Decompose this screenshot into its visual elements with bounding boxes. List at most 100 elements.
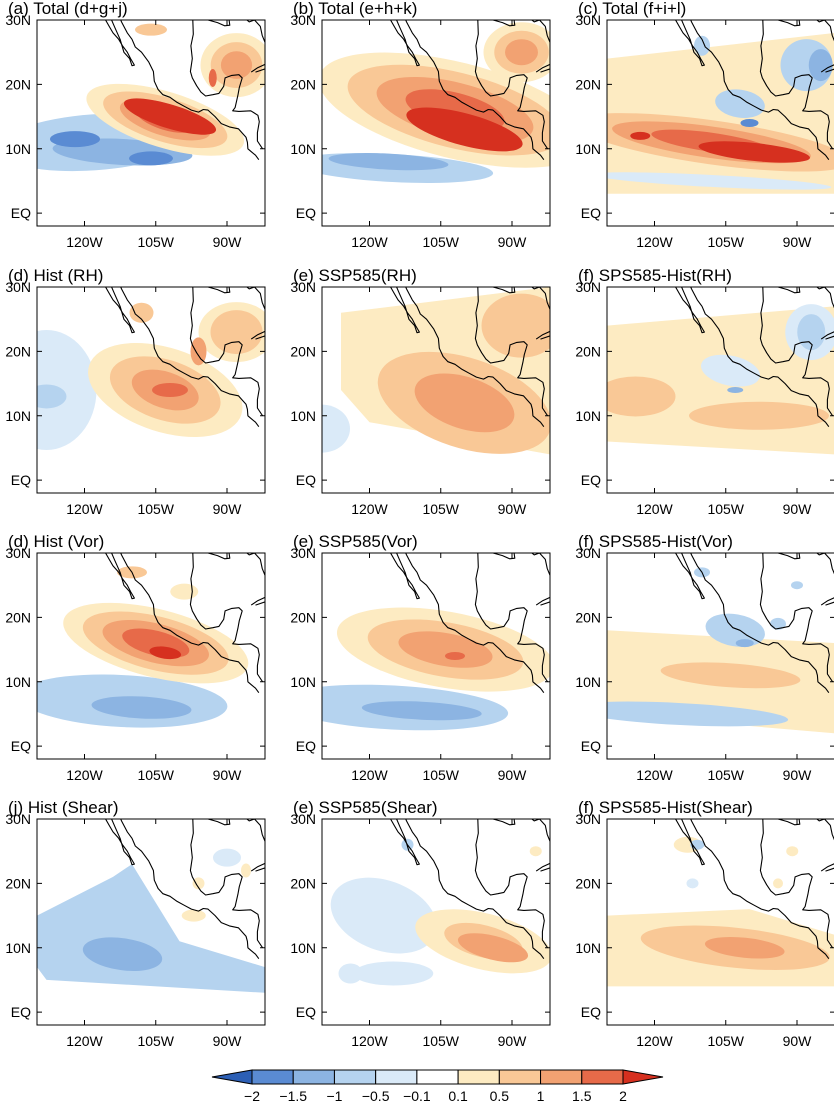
lat-tick-label: 20N — [575, 609, 601, 625]
colorbar-box — [457, 1069, 500, 1085]
lon-tick-label: 105W — [422, 1033, 459, 1049]
lon-tick-label: 120W — [66, 234, 103, 250]
lat-tick-label: EQ — [581, 1004, 601, 1020]
lon-tick-label: 120W — [636, 501, 673, 517]
lon-tick-label: 105W — [707, 501, 744, 517]
lat-tick-label: 20N — [5, 343, 31, 359]
map-frame — [606, 818, 834, 1026]
panel-title: (f) SPS585-Hist(Vor) — [578, 532, 733, 551]
colorbar-box — [333, 1069, 377, 1085]
colorbar-label: −2 — [244, 1088, 260, 1104]
shaded-field — [322, 553, 550, 759]
lat-tick-label: 20N — [290, 609, 316, 625]
shaded-field — [607, 553, 834, 759]
lon-tick-label: 90W — [213, 767, 243, 783]
colorbar-label: −0.1 — [403, 1088, 431, 1104]
shaded-field — [37, 819, 265, 1025]
map-frame — [606, 552, 834, 760]
map-frame — [321, 818, 551, 1026]
lon-tick-label: 90W — [498, 234, 528, 250]
map-panel-d2: (d) Hist (Vor)30N 20N 10N EQ 120W 105W 90W — [5, 532, 266, 783]
panel-title: (a) Total (d+g+j) — [8, 0, 128, 18]
colorbar-label: 1 — [537, 1088, 545, 1104]
lat-tick-label: 30N — [290, 545, 316, 561]
lon-tick-label: 90W — [783, 501, 813, 517]
panel-title: (e) SSP585(Vor) — [293, 532, 418, 551]
lat-tick-label: 30N — [5, 279, 31, 295]
lon-tick-label: 105W — [137, 1033, 174, 1049]
lat-tick-label: 30N — [5, 12, 31, 28]
lat-tick-label: 10N — [290, 408, 316, 424]
colorbar-label: 1.5 — [572, 1088, 592, 1104]
coastline — [389, 287, 550, 428]
coastline — [389, 819, 550, 960]
colorbar-label: −0.5 — [362, 1088, 390, 1104]
colorbar-box — [292, 1069, 335, 1085]
lon-tick-label: 105W — [707, 1033, 744, 1049]
lat-tick-label: 30N — [290, 279, 316, 295]
shaded-field — [37, 553, 265, 759]
lat-tick-label: 30N — [575, 279, 601, 295]
lat-tick-label: EQ — [296, 738, 316, 754]
colorbar-max-arrow — [622, 1069, 664, 1085]
lat-tick-label: EQ — [581, 472, 601, 488]
lon-tick-label: 105W — [137, 234, 174, 250]
map-frame — [606, 286, 834, 494]
map-frame — [321, 19, 551, 227]
lon-tick-label: 105W — [137, 767, 174, 783]
coastline — [674, 553, 834, 694]
map-frame — [321, 552, 551, 760]
colorbar-min-arrow — [211, 1069, 253, 1085]
lon-tick-label: 120W — [636, 1033, 673, 1049]
lat-tick-label: 20N — [575, 875, 601, 891]
coastline — [104, 819, 265, 960]
shaded-field — [37, 287, 265, 493]
panel-title: (d) Hist (RH) — [8, 266, 103, 285]
panel-title: (d) Hist (Vor) — [8, 532, 104, 551]
coastline — [389, 553, 550, 694]
map-frame — [36, 552, 266, 760]
map-panel-j: (j) Hist (Shear)30N 20N 10N EQ 120W 105W 90W — [5, 798, 266, 1049]
lat-tick-label: 30N — [575, 12, 601, 28]
lat-tick-label: 10N — [290, 940, 316, 956]
lat-tick-label: 10N — [290, 674, 316, 690]
lat-tick-label: EQ — [11, 738, 31, 754]
shaded-field — [607, 20, 834, 226]
shaded-field — [607, 287, 834, 493]
lon-tick-label: 105W — [707, 234, 744, 250]
lat-tick-label: EQ — [296, 205, 316, 221]
colorbar-label: −1 — [326, 1088, 342, 1104]
colorbar-box — [498, 1069, 542, 1085]
lat-tick-label: 20N — [575, 343, 601, 359]
lat-tick-label: 30N — [5, 811, 31, 827]
shaded-field — [322, 819, 550, 1025]
lat-tick-label: EQ — [296, 472, 316, 488]
lat-tick-label: 10N — [575, 940, 601, 956]
map-panel-c: (c) Total (f+i+l)30N 20N 10N EQ 120W 105W 90W — [575, 0, 834, 250]
lon-tick-label: 120W — [351, 1033, 388, 1049]
colorbar: −2 −1.5 −1 −0.5 −0.1 0.1 0.5 1 1.5 2 — [211, 1069, 664, 1104]
lat-tick-label: 20N — [5, 875, 31, 891]
map-panel-f1: (f) SPS585-Hist(RH)30N 20N 10N EQ 120W 105W 90… — [575, 266, 834, 517]
panel-title: (e) SSP585(RH) — [293, 266, 417, 285]
map-panel-f2: (f) SPS585-Hist(Vor)30N 20N 10N EQ 120W 105W 9… — [575, 532, 834, 783]
lon-tick-label: 120W — [351, 234, 388, 250]
lat-tick-label: 10N — [575, 408, 601, 424]
shaded-field — [322, 20, 550, 226]
shaded-field — [322, 287, 550, 493]
panel-title: (f) SPS585-Hist(RH) — [578, 266, 732, 285]
coastline — [674, 819, 834, 960]
lat-tick-label: 30N — [575, 545, 601, 561]
lat-tick-label: 30N — [5, 545, 31, 561]
lon-tick-label: 105W — [422, 767, 459, 783]
map-frame — [606, 19, 834, 227]
map-panel-f3: (f) SPS585-Hist(Shear)30N 20N 10N EQ 120W 105… — [575, 798, 834, 1049]
panel-title: (b) Total (e+h+k) — [293, 0, 417, 18]
lon-tick-label: 105W — [137, 501, 174, 517]
coastline — [104, 553, 265, 694]
lat-tick-label: EQ — [296, 1004, 316, 1020]
colorbar-label: 2 — [619, 1088, 627, 1104]
lat-tick-label: EQ — [581, 205, 601, 221]
map-frame — [321, 286, 551, 494]
